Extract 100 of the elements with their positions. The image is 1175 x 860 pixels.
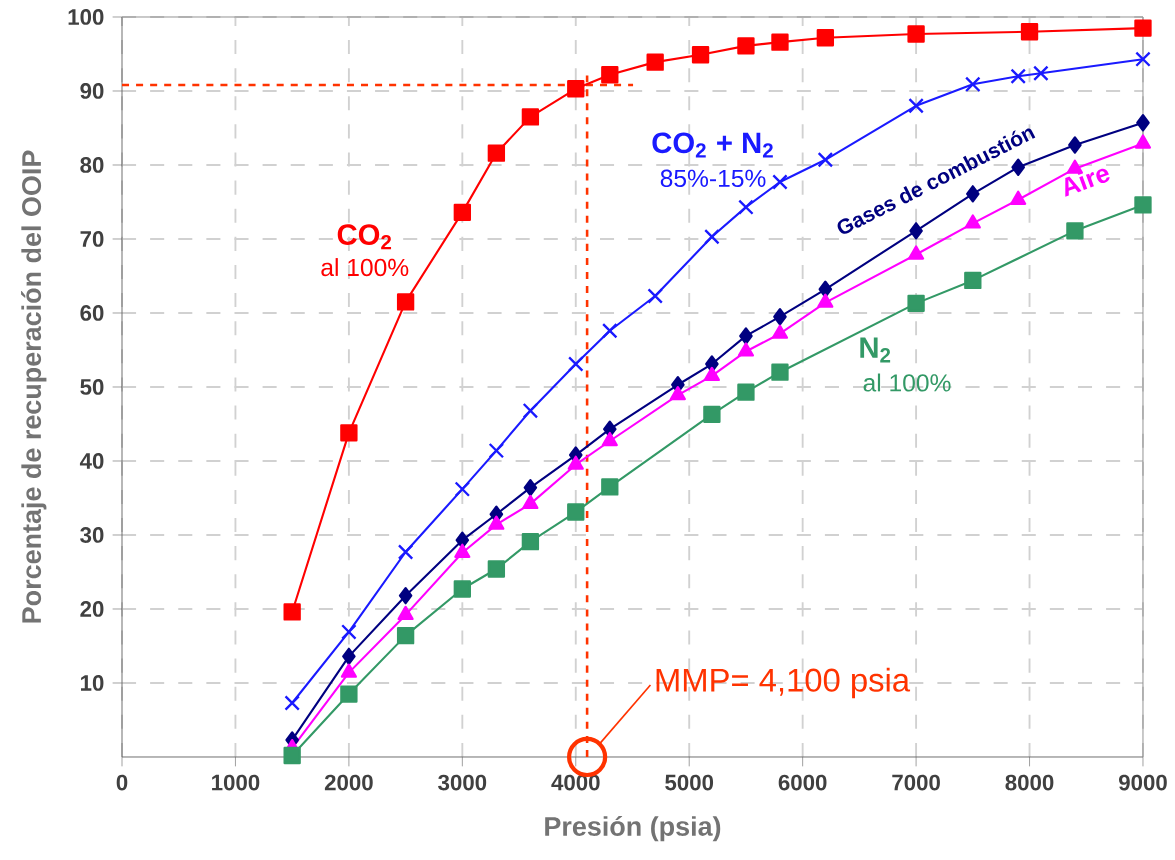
point	[703, 405, 721, 424]
annotation: al 100%	[321, 258, 409, 277]
point	[691, 46, 710, 64]
point	[1136, 114, 1150, 132]
y-tick-label: 90	[80, 83, 104, 99]
point	[1134, 19, 1152, 37]
point	[283, 746, 301, 765]
point	[772, 174, 788, 190]
x-tick-label: 1000	[212, 774, 260, 791]
point	[601, 478, 619, 496]
y-tick-label: 70	[80, 231, 104, 247]
x-axis-title: Presión (psia)	[545, 815, 721, 842]
point	[1134, 134, 1152, 149]
x-tick-label: 2000	[324, 774, 373, 791]
point	[567, 455, 584, 470]
point	[908, 97, 924, 114]
y-tick-label: 100	[68, 9, 104, 25]
x-tick-label: 0	[116, 774, 128, 791]
x-tick-label: 9000	[1118, 774, 1167, 791]
point	[453, 203, 471, 222]
point	[523, 478, 538, 497]
point	[817, 152, 834, 168]
point	[487, 144, 506, 162]
point	[1033, 65, 1049, 82]
y-tick-label: 40	[79, 453, 104, 469]
point	[454, 481, 471, 497]
x-tick-label: 5000	[665, 774, 714, 791]
point	[909, 222, 923, 240]
point	[1134, 196, 1152, 214]
point	[602, 322, 618, 339]
y-tick-label: 50	[80, 379, 104, 395]
annotation: al 100%	[863, 373, 951, 392]
point	[771, 363, 789, 381]
point	[397, 544, 414, 560]
point	[284, 695, 300, 711]
point	[818, 280, 833, 298]
point	[646, 53, 664, 71]
point	[567, 503, 585, 521]
point	[488, 515, 505, 530]
series-label: CO$_{2}$	[337, 224, 392, 250]
point	[487, 560, 506, 578]
point	[771, 33, 789, 51]
x-tick-label: 4000	[551, 774, 600, 791]
point	[283, 603, 301, 621]
point	[771, 324, 789, 339]
point	[669, 386, 686, 401]
point	[397, 605, 414, 621]
point	[488, 442, 505, 459]
text: Aire	[1065, 168, 1110, 197]
point	[1135, 51, 1151, 67]
x-tick-label: 6000	[778, 774, 827, 791]
point	[907, 294, 925, 313]
point	[453, 580, 471, 598]
point	[908, 245, 925, 260]
series-label: CO$_{2}$ + N$_{2}$	[652, 132, 773, 158]
point	[601, 66, 619, 84]
point	[907, 25, 925, 43]
point	[773, 308, 787, 326]
y-tick-label: 10	[80, 675, 104, 691]
point	[567, 356, 584, 372]
point	[704, 228, 720, 245]
point	[341, 624, 357, 640]
point	[521, 108, 540, 126]
point	[737, 342, 754, 357]
point	[455, 531, 470, 549]
point	[340, 663, 357, 678]
y-axis-title: Porcentaje de recuperación del OOIP	[21, 150, 47, 623]
point	[521, 532, 540, 551]
x-tick-label: 3000	[438, 774, 487, 791]
ref-line-label: MMP= 4,100 psia	[656, 667, 911, 699]
point	[739, 327, 753, 345]
point	[340, 685, 358, 703]
point	[396, 626, 415, 645]
point	[964, 271, 982, 290]
point	[396, 293, 415, 311]
annotation: 85%-15%	[660, 169, 766, 188]
point	[965, 76, 981, 93]
point	[340, 424, 358, 442]
y-tick-label: 30	[80, 527, 104, 543]
point	[522, 494, 539, 510]
point	[737, 383, 755, 401]
point	[647, 288, 663, 304]
point	[1010, 190, 1027, 205]
series-label: N$_{2}$	[860, 337, 891, 363]
point	[1068, 136, 1082, 154]
point	[738, 199, 754, 215]
point	[737, 37, 755, 55]
point	[454, 543, 471, 558]
point	[342, 647, 356, 666]
point	[522, 402, 539, 419]
point	[1020, 23, 1039, 41]
point	[1066, 222, 1084, 240]
point	[964, 214, 981, 229]
point	[1010, 68, 1026, 84]
point	[567, 80, 585, 98]
point	[601, 431, 618, 447]
y-tick-label: 60	[80, 305, 104, 321]
x-tick-label: 7000	[892, 774, 940, 791]
point	[817, 293, 834, 308]
point	[703, 366, 720, 382]
